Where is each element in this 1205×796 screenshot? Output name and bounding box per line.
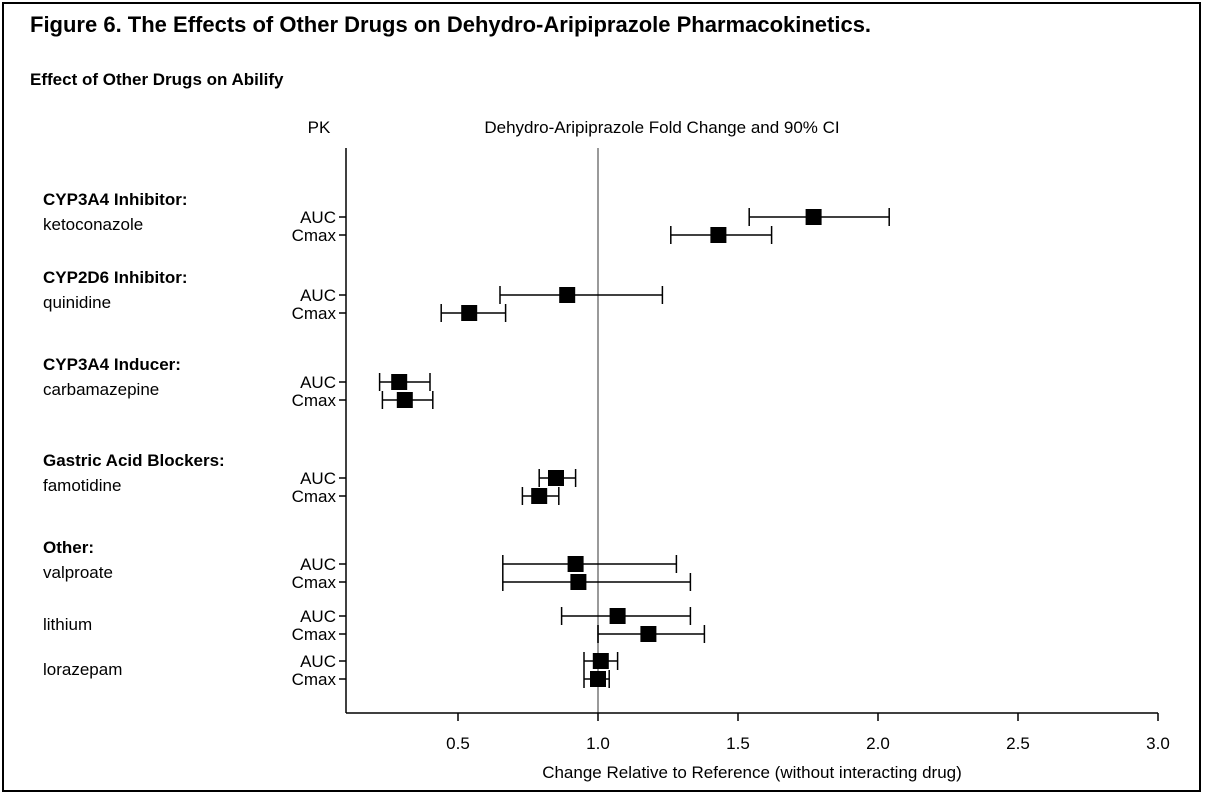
- pk-measure-label: AUC: [300, 555, 336, 574]
- group-category-label: Gastric Acid Blockers:: [43, 451, 225, 470]
- x-tick-label: 1.5: [726, 734, 750, 753]
- point-estimate-marker: [570, 574, 587, 590]
- pk-measure-label: Cmax: [292, 573, 337, 592]
- point-estimate-marker: [592, 653, 609, 669]
- point-estimate-marker: [548, 470, 564, 486]
- pk-measure-label: Cmax: [292, 625, 337, 644]
- pk-measure-label: AUC: [300, 652, 336, 671]
- x-tick-label: 2.0: [866, 734, 890, 753]
- point-estimate-marker: [391, 374, 408, 390]
- figure-subtitle: Effect of Other Drugs on Abilify: [30, 70, 284, 89]
- pk-measure-label: AUC: [300, 469, 336, 488]
- pk-measure-label: Cmax: [292, 391, 337, 410]
- point-estimate-marker: [805, 209, 822, 225]
- point-estimate-marker: [590, 671, 606, 687]
- drug-name-label: quinidine: [43, 293, 111, 312]
- point-estimate-marker: [609, 608, 626, 624]
- forest-rows: CYP3A4 Inhibitor:ketoconazole AUCCmaxCYP2…: [43, 190, 890, 689]
- point-estimate-marker: [531, 488, 548, 504]
- point-estimate-marker: [396, 392, 413, 408]
- drug-name-label: carbamazepine: [43, 380, 159, 399]
- pk-measure-label: AUC: [300, 607, 336, 626]
- pk-measure-label: AUC: [300, 286, 336, 305]
- x-tick-label: 0.5: [446, 734, 470, 753]
- drug-name-label: famotidine: [43, 476, 121, 495]
- pk-measure-label: Cmax: [292, 670, 337, 689]
- x-axis-label: Change Relative to Reference (without in…: [542, 763, 962, 782]
- point-estimate-marker: [559, 287, 576, 303]
- point-estimate-marker: [567, 556, 584, 572]
- figure-title: Figure 6. The Effects of Other Drugs on …: [30, 12, 872, 37]
- pk-column-header: PK: [308, 118, 331, 137]
- point-estimate-marker: [710, 227, 727, 243]
- pk-measure-label: AUC: [300, 373, 336, 392]
- pk-measure-label: Cmax: [292, 487, 337, 506]
- drug-name-label: ketoconazole: [43, 215, 143, 234]
- pk-measure-label: AUC: [300, 208, 336, 227]
- point-estimate-marker: [461, 305, 478, 321]
- x-axis-ticks: 0.5 1.0 1.5 2.0 2.5 3.0: [446, 713, 1170, 753]
- point-estimate-marker: [640, 626, 657, 642]
- pk-measure-label: Cmax: [292, 226, 337, 245]
- group-category-label: CYP2D6 Inhibitor:: [43, 268, 188, 287]
- drug-name-label: valproate: [43, 563, 113, 582]
- x-tick-label: 2.5: [1006, 734, 1030, 753]
- x-tick-label: 3.0: [1146, 734, 1170, 753]
- group-category-label: CYP3A4 Inhibitor:: [43, 190, 188, 209]
- x-tick-label: 1.0: [586, 734, 610, 753]
- drug-name-label: lorazepam: [43, 660, 122, 679]
- plot-column-header: Dehydro-Aripiprazole Fold Change and 90%…: [484, 118, 839, 137]
- group-category-label: Other:: [43, 538, 94, 557]
- pk-measure-label: Cmax: [292, 304, 337, 323]
- group-category-label: CYP3A4 Inducer:: [43, 355, 181, 374]
- drug-name-label: lithium: [43, 615, 92, 634]
